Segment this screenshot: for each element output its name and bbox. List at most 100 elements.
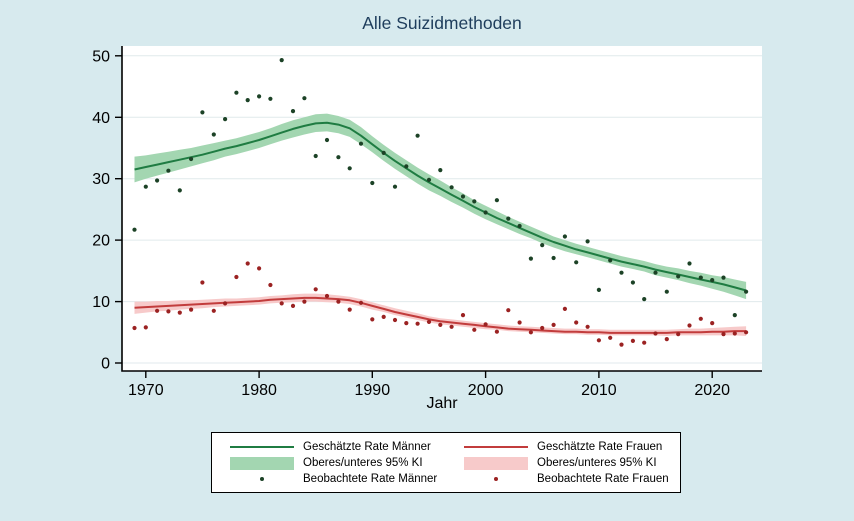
- y-tick-label-20: 20: [92, 233, 110, 250]
- axis-lines: [121, 46, 762, 372]
- observed-frauen-point-1977: [223, 301, 228, 306]
- observed-frauen-point-2005: [540, 325, 545, 331]
- observed-frauen-point-1996: [438, 322, 443, 327]
- observed-maenner-point-1971: [155, 178, 160, 183]
- observed-maenner-point-1997: [449, 185, 454, 190]
- observed-frauen-point-1987: [336, 299, 341, 304]
- legend-label: Beobachtete Rate Frauen: [537, 473, 669, 485]
- observed-frauen-point-2002: [506, 308, 511, 313]
- observed-frauen-point-2017: [676, 332, 681, 337]
- legend-swatch-band-frauen: [464, 455, 528, 471]
- observed-maenner-point-2005: [540, 243, 545, 248]
- legend-label: Geschätzte Rate Frauen: [537, 441, 663, 453]
- x-tick-label-1970: 1970: [128, 382, 164, 399]
- observed-frauen-point-1998: [460, 313, 466, 318]
- observed-frauen-point-1993: [404, 321, 409, 326]
- observed-maenner-point-2012: [619, 270, 624, 275]
- observed-frauen-point-1997: [449, 324, 454, 329]
- x-tick-label-1990: 1990: [355, 382, 391, 399]
- observed-maenner-point-1973: [177, 188, 182, 193]
- observed-maenner-point-2009: [585, 239, 590, 244]
- fitted-line-maenner: [134, 121, 747, 292]
- legend-swatch-dot-frauen: [464, 471, 528, 487]
- observed-frauen-point-1990: [370, 317, 375, 322]
- observed-frauen-point-2003: [517, 320, 522, 325]
- observed-maenner-point-2002: [506, 216, 511, 221]
- observed-frauen-point-1976: [211, 308, 216, 313]
- observed-maenner-point-1990: [370, 180, 375, 186]
- observed-frauen-point-2012: [619, 342, 624, 347]
- observed-frauen-point-1980: [257, 266, 262, 271]
- observed-maenner-point-2000: [483, 210, 488, 215]
- legend-label: Geschätzte Rate Männer: [303, 441, 431, 453]
- observed-maenner-point-2020: [710, 278, 715, 283]
- observed-maenner-point-1969: [132, 227, 137, 232]
- observed-frauen-point-1973: [177, 310, 182, 315]
- observed-maenner-point-2006: [551, 255, 556, 261]
- observed-frauen-point-1999: [472, 327, 477, 332]
- observed-frauen-point-1974: [189, 307, 194, 312]
- x-axis-label: Jahr: [426, 395, 458, 412]
- observed-frauen-point-1969: [132, 325, 137, 331]
- legend-label: Oberes/unteres 95% KI: [537, 457, 657, 469]
- observed-maenner-point-1986: [324, 137, 330, 143]
- observed-frauen-point-1981: [268, 282, 273, 288]
- observed-maenner-point-1975: [200, 110, 205, 115]
- observed-maenner-point-2016: [664, 289, 669, 294]
- observed-maenner-point-1984: [302, 96, 307, 101]
- x-tick-label-2020: 2020: [694, 382, 730, 399]
- observed-frauen-point-2019: [698, 316, 703, 321]
- observed-frauen-point-1978: [234, 274, 239, 280]
- observed-maenner-point-2015: [653, 270, 658, 275]
- observed-maenner-point-1998: [460, 194, 466, 199]
- observed-frauen-point-1985: [313, 287, 318, 292]
- legend-swatch-band-maenner: [230, 455, 294, 471]
- observed-frauen-point-2020: [710, 321, 715, 326]
- observed-frauen-point-2010: [596, 338, 602, 343]
- observed-maenner-point-1981: [268, 96, 273, 101]
- observed-maenner-point-1996: [438, 168, 443, 173]
- observed-frauen-point-1982: [279, 301, 284, 306]
- legend-label: Oberes/unteres 95% KI: [303, 457, 423, 469]
- legend-swatch-line-maenner: [230, 439, 294, 455]
- observed-maenner-point-1978: [234, 90, 239, 95]
- observed-frauen-point-2001: [494, 329, 499, 334]
- observed-frauen-point-2014: [642, 340, 647, 345]
- observed-frauen-point-1972: [166, 309, 171, 314]
- observed-maenner-point-2001: [494, 198, 499, 203]
- observed-maenner-point-1999: [472, 199, 477, 204]
- observed-maenner-point-1977: [223, 117, 228, 122]
- observed-frauen-point-2007: [562, 306, 568, 311]
- observed-frauen-point-2022: [732, 331, 737, 336]
- observed-maenner-point-2019: [698, 275, 703, 280]
- legend-swatch-dot-maenner: [230, 471, 294, 487]
- observed-frauen-point-1979: [245, 261, 250, 266]
- observed-maenner-point-2014: [642, 297, 647, 302]
- observed-frauen-point-2018: [687, 323, 692, 328]
- observed-frauen-point-1970: [143, 325, 148, 330]
- y-tick-label-0: 0: [101, 356, 110, 373]
- plot-background: [122, 46, 762, 371]
- observed-frauen-point-2009: [585, 324, 590, 329]
- observed-frauen-point-1995: [426, 319, 432, 324]
- legend: Geschätzte Rate Männer Geschätzte Rate Fr…: [211, 432, 681, 493]
- observed-frauen-point-2023: [744, 330, 749, 335]
- observed-frauen-point-1975: [200, 280, 205, 285]
- observed-maenner-point-1994: [415, 133, 420, 138]
- observed-maenner-point-2023: [744, 289, 749, 294]
- observed-frauen-point-2021: [721, 332, 726, 337]
- observed-frauen-point-2016: [664, 337, 669, 342]
- observed-maenner-point-2004: [528, 256, 534, 261]
- observed-maenner-point-1987: [336, 155, 341, 160]
- ci-band-maenner: [134, 113, 747, 300]
- observed-maenner-point-1985: [313, 153, 318, 159]
- y-tick-label-30: 30: [92, 171, 110, 188]
- observed-frauen-point-1989: [358, 300, 364, 305]
- observed-frauen-point-1983: [290, 303, 296, 308]
- observed-frauen-point-2011: [608, 335, 613, 340]
- observed-maenner-point-1989: [358, 141, 364, 146]
- plot-area: 0 10 20 30 40 50 1970 1980 1990 2000 2010 2020: [92, 46, 762, 399]
- observed-maenner-point-2022: [732, 313, 737, 318]
- observed-maenner-point-1995: [426, 177, 432, 182]
- observed-frauen-point-2006: [551, 322, 556, 327]
